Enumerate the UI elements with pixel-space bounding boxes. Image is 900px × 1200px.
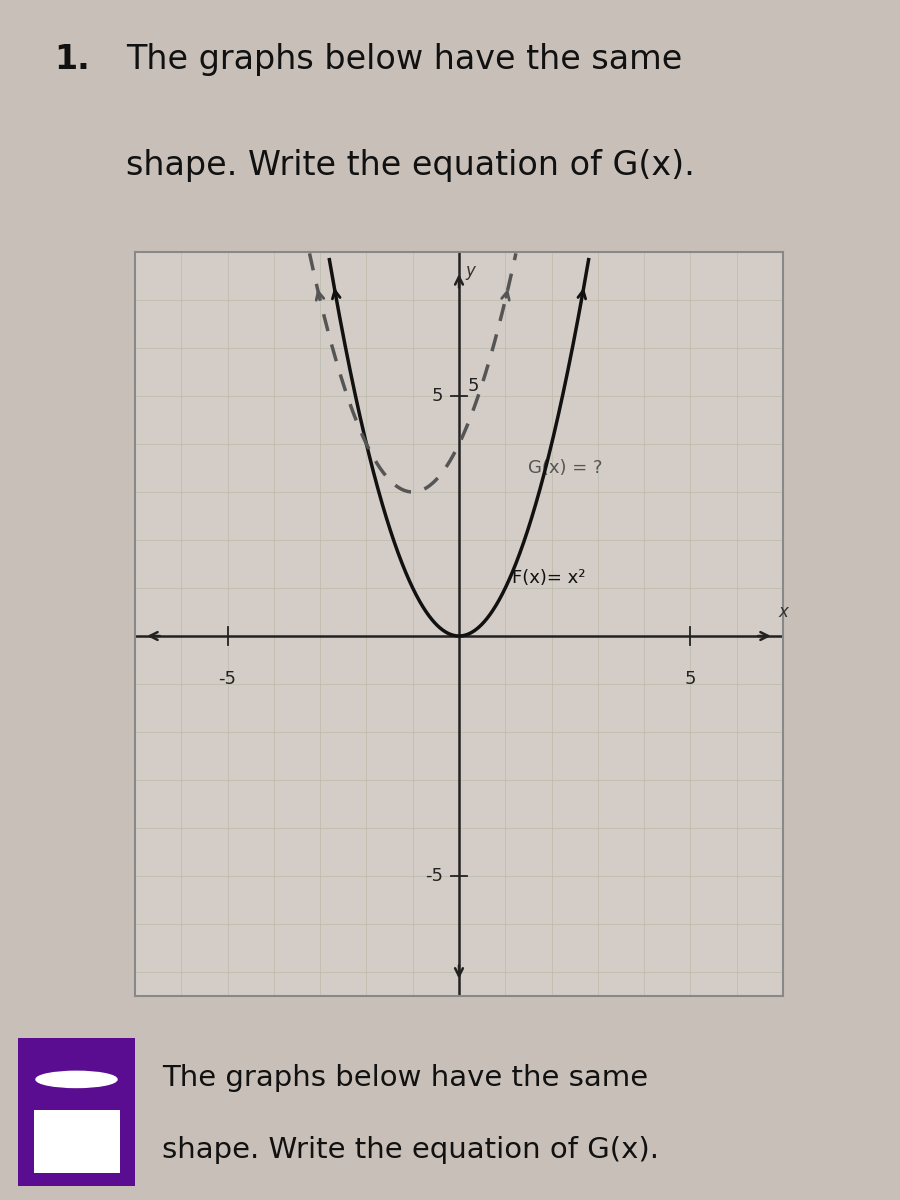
Text: 5: 5 bbox=[467, 377, 479, 395]
Text: 5: 5 bbox=[431, 386, 443, 404]
Text: shape. Write the equation of G(x).: shape. Write the equation of G(x). bbox=[162, 1135, 659, 1164]
Bar bbox=[18, 1038, 135, 1186]
Text: -5: -5 bbox=[219, 670, 237, 688]
Text: G(x) = ?: G(x) = ? bbox=[528, 458, 603, 476]
Text: 5: 5 bbox=[685, 670, 697, 688]
Text: The graphs below have the same: The graphs below have the same bbox=[162, 1063, 648, 1092]
Text: shape. Write the equation of G(x).: shape. Write the equation of G(x). bbox=[126, 149, 695, 181]
Text: The graphs below have the same: The graphs below have the same bbox=[126, 43, 682, 77]
Circle shape bbox=[36, 1072, 117, 1087]
Text: x: x bbox=[778, 602, 788, 620]
Text: F(x)= x²: F(x)= x² bbox=[512, 569, 586, 587]
Text: y: y bbox=[465, 262, 475, 280]
Text: -5: -5 bbox=[425, 866, 443, 886]
Text: 1.: 1. bbox=[54, 43, 90, 77]
Bar bbox=[34, 1110, 120, 1174]
